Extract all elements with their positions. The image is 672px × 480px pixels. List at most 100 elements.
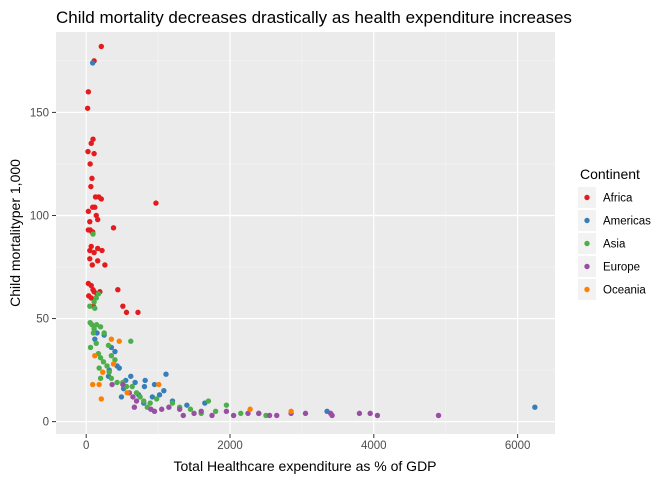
data-point-americas <box>156 392 163 398</box>
data-point-europe <box>435 412 442 419</box>
data-point-americas <box>149 394 156 400</box>
data-point-asia <box>101 330 107 336</box>
data-point-europe <box>166 404 172 410</box>
data-point-americas <box>132 379 138 386</box>
axis-ticks: 0 2000 4000 6000 0 50 100 150 <box>30 107 531 452</box>
y-tick-label: 100 <box>30 210 49 222</box>
data-point-europe <box>176 406 183 412</box>
legend-key-europe <box>584 263 590 270</box>
data-point-europe <box>266 412 273 419</box>
data-point-africa <box>85 208 92 215</box>
data-point-americas <box>89 60 96 66</box>
data-point-asia <box>93 295 99 301</box>
data-point-africa <box>85 148 91 155</box>
data-point-europe <box>329 412 335 419</box>
data-point-asia <box>91 299 97 305</box>
data-point-oceania <box>124 390 130 396</box>
data-point-europe <box>367 410 373 417</box>
data-point-asia <box>108 352 115 359</box>
legend-label-asia: Asia <box>603 239 626 251</box>
data-point-europe <box>302 410 309 417</box>
data-point-africa <box>95 245 101 252</box>
data-point-europe <box>223 408 230 415</box>
data-point-asia <box>93 340 99 346</box>
data-point-europe <box>109 381 115 388</box>
data-point-europe <box>180 412 186 419</box>
data-point-asia <box>108 375 115 382</box>
legend-key-oceania <box>584 286 590 293</box>
plot-panel <box>56 32 555 434</box>
data-point-asia <box>104 363 110 369</box>
y-axis-title: Child mortalityper 1,000 <box>7 159 23 307</box>
y-tick-label: 0 <box>43 417 49 429</box>
data-point-americas <box>142 377 148 384</box>
data-point-americas <box>116 365 122 371</box>
data-point-americas <box>118 394 125 400</box>
data-point-africa <box>98 43 104 50</box>
data-point-asia <box>128 338 134 344</box>
data-point-asia <box>93 322 100 328</box>
data-point-europe <box>245 410 251 417</box>
data-point-americas <box>532 404 538 410</box>
data-point-africa <box>91 150 97 157</box>
data-point-africa <box>93 212 99 219</box>
data-point-asia <box>114 379 120 386</box>
data-point-asia <box>97 375 104 382</box>
data-point-americas <box>92 336 98 342</box>
data-point-africa <box>123 309 130 316</box>
data-point-africa <box>95 216 101 223</box>
data-point-africa <box>99 247 105 254</box>
data-point-oceania <box>108 336 115 342</box>
data-point-africa <box>120 303 126 309</box>
x-tick-label: 0 <box>83 440 89 452</box>
data-point-europe <box>120 381 126 388</box>
data-point-oceania <box>288 408 294 415</box>
legend-label-oceania: Oceania <box>603 285 646 297</box>
data-point-africa <box>88 282 94 289</box>
data-point-americas <box>163 371 169 377</box>
data-point-oceania <box>96 381 102 388</box>
data-point-africa <box>115 286 121 293</box>
data-point-asia <box>141 398 147 404</box>
x-tick-label: 2000 <box>217 440 243 452</box>
data-point-asia <box>187 406 194 412</box>
x-tick-label: 6000 <box>505 440 531 452</box>
data-point-oceania <box>98 396 104 402</box>
data-point-europe <box>198 408 204 415</box>
data-point-europe <box>209 412 215 419</box>
data-point-asia <box>153 396 160 402</box>
legend: Africa Americas Asia Europe Oceania <box>578 187 651 300</box>
data-point-africa <box>88 140 94 147</box>
data-point-africa <box>88 243 94 250</box>
data-point-europe <box>374 412 381 419</box>
data-point-africa <box>102 262 108 268</box>
data-point-europe <box>151 408 158 415</box>
data-point-asia <box>90 330 97 336</box>
data-point-oceania <box>156 381 162 388</box>
data-point-asia <box>90 231 96 237</box>
data-point-asia <box>137 394 143 400</box>
data-point-americas <box>112 348 118 355</box>
data-point-asia <box>97 324 104 330</box>
data-point-europe <box>256 410 262 417</box>
legend-label-americas: Americas <box>603 216 651 228</box>
data-point-europe <box>191 410 197 417</box>
data-point-asia <box>106 369 112 375</box>
data-point-oceania <box>110 361 117 367</box>
y-tick-label: 150 <box>30 107 49 119</box>
data-point-europe <box>274 412 280 419</box>
data-point-asia <box>133 390 140 396</box>
x-axis-title: Total Healthcare expenditure as % of GDP <box>173 458 436 474</box>
data-point-americas <box>151 381 158 388</box>
legend-key-asia <box>584 240 590 247</box>
data-point-europe <box>133 398 140 404</box>
data-point-africa <box>90 136 96 142</box>
data-point-americas <box>141 383 148 390</box>
data-point-asia <box>105 342 112 349</box>
data-point-europe <box>230 412 237 419</box>
grid-minor <box>56 32 555 434</box>
data-point-asia <box>96 365 102 371</box>
data-point-asia <box>87 344 94 351</box>
data-point-oceania <box>100 369 106 375</box>
data-point-asia <box>92 305 98 311</box>
